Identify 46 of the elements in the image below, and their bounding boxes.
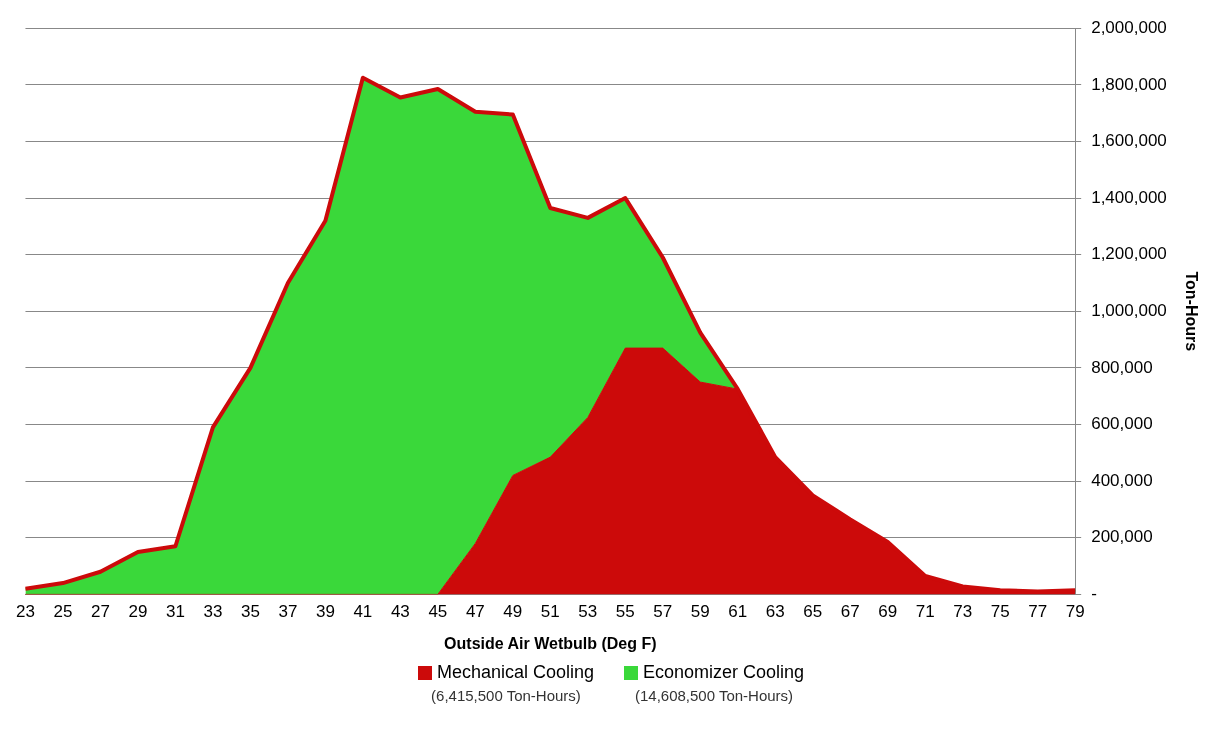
x-tick-label: 59	[690, 602, 710, 622]
text: (6,415,500 Ton-Hours)	[431, 687, 581, 704]
x-tick-label: 35	[240, 602, 260, 622]
x-tick-label: 49	[503, 602, 523, 622]
y-tick-label: 1,800,000	[1091, 74, 1167, 94]
x-tick-label: 63	[765, 602, 785, 622]
x-tick-label: 77	[1028, 602, 1048, 622]
x-tick-label: 39	[315, 602, 335, 622]
x-tick-label: 79	[1065, 602, 1085, 622]
y-tick-label: 1,000,000	[1091, 300, 1167, 320]
y-tick-label: -	[1091, 584, 1097, 604]
x-tick-label: 33	[203, 602, 223, 622]
text: (14,608,500 Ton-Hours)	[634, 687, 794, 704]
y-tick-label: 400,000	[1091, 470, 1153, 490]
x-tick-label: 37	[278, 602, 298, 622]
y-tick-label: 1,400,000	[1091, 187, 1167, 207]
y-tick-label: 200,000	[1091, 527, 1153, 547]
y-tick-label: 2,000,000	[1091, 17, 1167, 37]
x-tick-label: 29	[128, 602, 148, 622]
x-tick-label: 57	[653, 602, 673, 622]
x-tick-label: 31	[165, 602, 185, 622]
x-tick-label: 65	[803, 602, 823, 622]
y-axis-title: Ton-Hours	[1182, 271, 1200, 352]
x-tick-label: 25	[53, 602, 73, 622]
y-tick-label: 1,200,000	[1091, 244, 1167, 264]
y-tick-label: 1,600,000	[1091, 131, 1167, 151]
x-tick-label: 27	[90, 602, 110, 622]
y-tick-label: 600,000	[1091, 414, 1153, 434]
x-tick-label: 73	[953, 602, 973, 622]
x-tick-label: 67	[840, 602, 860, 622]
x-tick-label: 47	[465, 602, 485, 622]
x-tick-label: 45	[428, 602, 448, 622]
x-tick-label: 23	[15, 602, 35, 622]
x-tick-label: 61	[728, 602, 748, 622]
x-tick-label: 43	[390, 602, 410, 622]
x-tick-label: 53	[578, 602, 598, 622]
x-tick-label: 71	[915, 602, 935, 622]
y-tick-label: 800,000	[1091, 357, 1153, 377]
x-tick-label: 69	[878, 602, 898, 622]
x-axis-title: Outside Air Wetbulb (Deg F)	[444, 634, 657, 652]
x-tick-label: 51	[540, 602, 560, 622]
x-tick-label: 55	[615, 602, 635, 622]
legend-label: Economizer Cooling	[643, 662, 805, 683]
legend-label: Mechanical Cooling	[436, 662, 594, 683]
x-tick-label: 41	[353, 602, 373, 622]
x-tick-label: 75	[990, 602, 1010, 622]
